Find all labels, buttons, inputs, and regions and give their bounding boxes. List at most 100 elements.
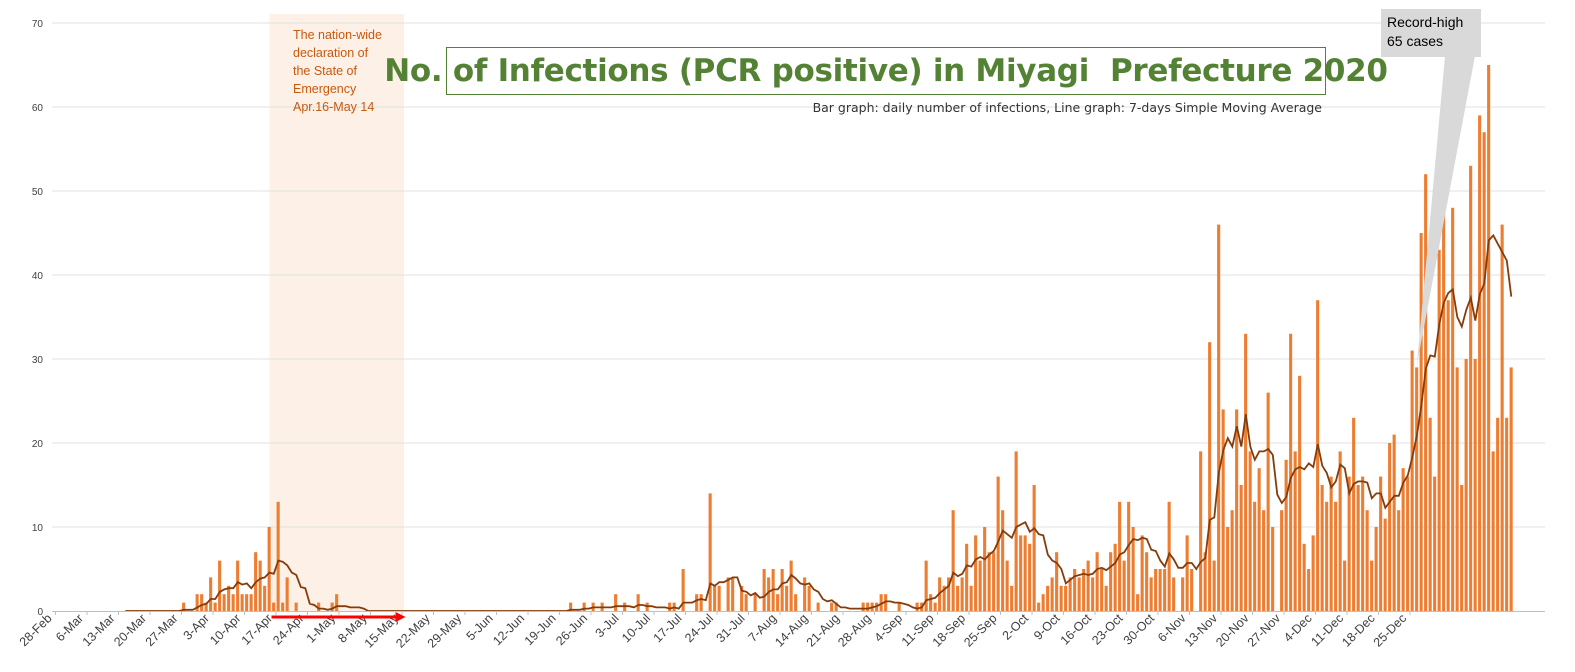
- bar: [1496, 417, 1500, 611]
- bar: [1127, 501, 1131, 611]
- bar: [1379, 476, 1383, 611]
- x-tick-label: 16-Oct: [1058, 611, 1095, 648]
- bar: [830, 602, 834, 611]
- bar: [1397, 510, 1401, 611]
- bar: [708, 493, 712, 611]
- bar: [1149, 577, 1153, 611]
- record-callout-line2: 65 cases: [1387, 33, 1444, 49]
- emergency-note-line: The nation-wide: [293, 28, 382, 42]
- emergency-band-rect: [269, 14, 404, 611]
- bar: [1505, 417, 1509, 611]
- bar: [1131, 527, 1135, 611]
- bar: [1343, 560, 1347, 611]
- bar: [330, 602, 334, 611]
- bar: [1046, 585, 1050, 611]
- bar: [636, 594, 640, 611]
- bar: [789, 560, 793, 611]
- bar: [1037, 602, 1041, 611]
- bar: [582, 602, 586, 611]
- x-tick-label: 29-May: [425, 611, 465, 651]
- bar: [753, 594, 757, 611]
- bar: [1293, 451, 1297, 611]
- bar: [1217, 224, 1221, 611]
- bar: [1023, 535, 1027, 611]
- bar: [1334, 501, 1338, 611]
- bar: [249, 594, 253, 611]
- bar: [1266, 392, 1270, 611]
- bar: [1280, 510, 1284, 611]
- bar: [695, 594, 699, 611]
- arrow-head: [395, 612, 406, 622]
- bar: [861, 602, 865, 611]
- bar: [1005, 560, 1009, 611]
- bar: [713, 585, 717, 611]
- bar: [1230, 510, 1234, 611]
- bar: [762, 569, 766, 611]
- bar: [1050, 577, 1054, 611]
- bar: [1482, 132, 1486, 611]
- bar: [1095, 552, 1099, 611]
- bar: [1082, 569, 1086, 611]
- x-tick-label: 13-Mar: [80, 611, 118, 649]
- bar: [1491, 451, 1495, 611]
- bar: [263, 585, 267, 611]
- bar: [1383, 518, 1387, 611]
- bar: [965, 543, 969, 611]
- bar: [272, 602, 276, 611]
- bar: [1437, 249, 1441, 612]
- bar: [1077, 577, 1081, 611]
- bar: [1086, 560, 1090, 611]
- bar: [1239, 485, 1243, 611]
- bar: [1199, 451, 1203, 611]
- x-tick-label: 17-Apr: [239, 611, 275, 647]
- y-tick-label: 50: [32, 187, 44, 198]
- bar: [1140, 535, 1144, 611]
- bar: [1298, 375, 1302, 611]
- x-tick-label: 18-Dec: [1339, 611, 1377, 649]
- bar: [879, 594, 883, 611]
- bar: [668, 602, 672, 611]
- bar: [240, 594, 244, 611]
- bar: [1172, 577, 1176, 611]
- bar: [834, 602, 838, 611]
- bar: [1316, 300, 1320, 611]
- bar: [276, 501, 280, 611]
- bar: [767, 577, 771, 611]
- emergency-note-line: the State of: [293, 64, 357, 78]
- y-tick-label: 60: [32, 103, 44, 114]
- bar: [1451, 207, 1455, 612]
- x-tick-label: 18-Sep: [930, 611, 968, 649]
- bar: [726, 577, 730, 611]
- bar: [1001, 510, 1005, 611]
- x-tick-label: 27-Nov: [1245, 611, 1284, 650]
- bar: [1181, 577, 1185, 611]
- bar: [776, 594, 780, 611]
- bar: [1464, 359, 1468, 611]
- bar: [1091, 577, 1095, 611]
- bar: [209, 577, 213, 611]
- bar: [317, 602, 321, 611]
- chart-subtitle: Bar graph: daily number of infections, L…: [812, 100, 1322, 115]
- bar: [1068, 577, 1072, 611]
- bar: [951, 510, 955, 611]
- x-tick-label: 31-Jul: [714, 611, 748, 645]
- bar: [1014, 451, 1018, 611]
- x-tick-label: 17-Jul: [651, 611, 685, 645]
- x-tick-label: 28-Aug: [835, 611, 873, 649]
- bar: [978, 560, 982, 611]
- bar: [807, 585, 811, 611]
- bar: [231, 594, 235, 611]
- bar: [1428, 417, 1432, 611]
- x-tick-label: 11-Dec: [1308, 611, 1346, 649]
- bar: [1109, 552, 1113, 611]
- bar: [1338, 451, 1342, 611]
- bar: [218, 560, 222, 611]
- bar: [1329, 476, 1333, 611]
- bar: [1041, 594, 1045, 611]
- bar: [1163, 569, 1167, 611]
- x-tick-label: 10-Apr: [207, 611, 243, 647]
- emergency-note: The nation-wide declaration of the State…: [293, 26, 418, 116]
- x-tick-label: 30-Oct: [1121, 611, 1158, 648]
- bar: [731, 577, 735, 611]
